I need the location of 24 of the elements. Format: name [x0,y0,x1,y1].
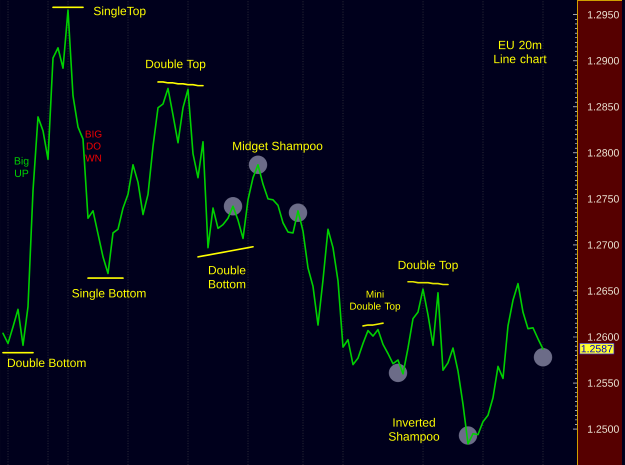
annotation: BIG DO WN [85,130,102,162]
annotation: Double Top [398,260,458,272]
annotation: Double Bottom [8,358,86,368]
y-tick-label: 1.2750 [588,195,619,203]
annotation: Big UP [14,156,28,178]
point [534,348,552,366]
y-tick-label: 1.2850 [588,103,619,111]
y-tick-label: 1.2650 [588,287,619,295]
text: 1.2587 [582,344,612,352]
y-tick-label: 1.2700 [588,241,619,249]
annotation: SingleTop [94,6,146,18]
y-tick-label: 1.2500 [588,425,619,433]
y-tick-label: 1.2550 [588,379,619,387]
annotation: Inverted Shampoo [388,418,440,444]
annotation: Mini Double Top [350,290,400,312]
y-tick-label: 1.2950 [588,11,619,18]
annotation: Double Top [146,59,206,71]
text: EU 20m Line chart [494,40,547,64]
y-tick-label: 1.2900 [588,57,619,64]
annotation: Double Bottom [208,266,246,288]
annotation: Single Bottom [72,288,146,300]
y-tick-label: 1.2600 [588,333,619,341]
y-tick-label: 1.2800 [588,149,619,157]
annotation: Midget Shampoo [233,141,322,153]
